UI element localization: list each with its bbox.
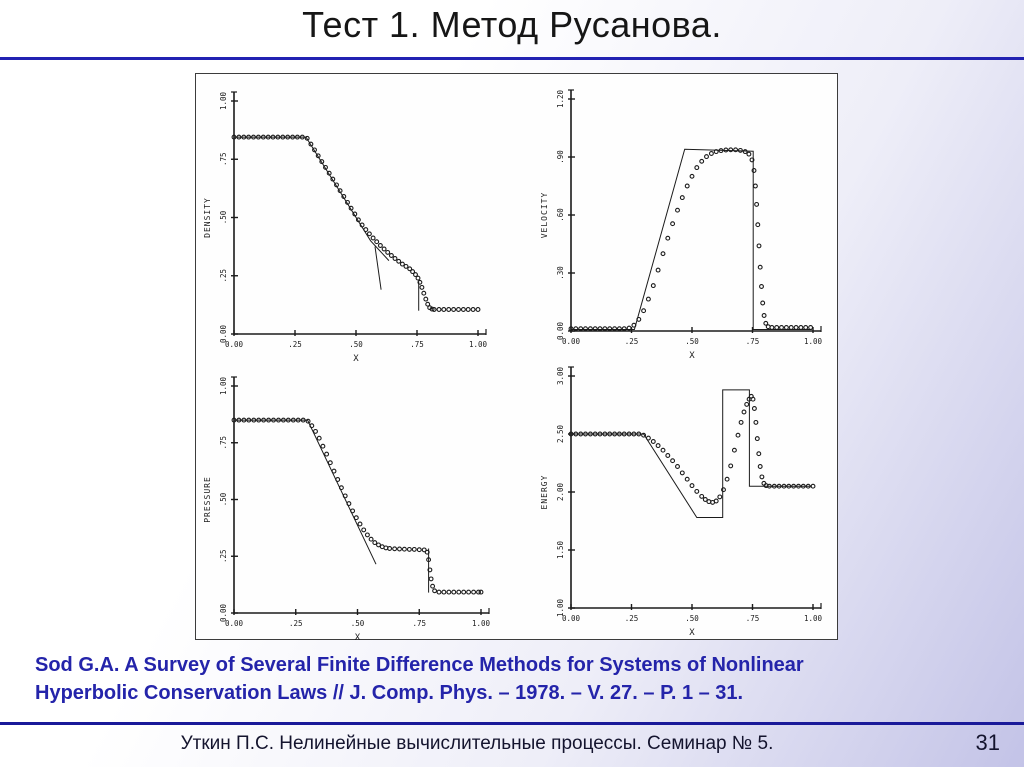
svg-text:2.50: 2.50 <box>556 424 565 443</box>
sod-plots-svg: 1.00.75.50.250.000.00.25.50.75 1.00DENSIT… <box>203 89 823 641</box>
svg-text:.25: .25 <box>219 269 228 283</box>
svg-text:0.00: 0.00 <box>556 321 565 340</box>
svg-text:.25: .25 <box>625 337 639 346</box>
svg-text:1.20: 1.20 <box>556 89 565 108</box>
svg-text:.50: .50 <box>349 340 363 349</box>
svg-text:.25: .25 <box>625 614 639 623</box>
svg-text:.50: .50 <box>685 337 699 346</box>
svg-text:0.00: 0.00 <box>225 619 244 628</box>
svg-text:.50: .50 <box>219 210 228 224</box>
svg-text:3.00: 3.00 <box>556 366 565 385</box>
density-x-axis-label: X <box>353 354 359 364</box>
svg-text:.75: .75 <box>219 152 228 166</box>
citation-line-1: Sod G.A. A Survey of Several Finite Diff… <box>35 654 804 676</box>
page-number: 31 <box>975 730 1000 755</box>
svg-text:2.00: 2.00 <box>556 482 565 501</box>
title-divider-line <box>0 57 1024 60</box>
svg-text:1.50: 1.50 <box>556 540 565 559</box>
svg-text:.25: .25 <box>289 619 303 628</box>
svg-text:.50: .50 <box>351 619 365 628</box>
energy-y-axis-label: ENERGY <box>540 475 549 510</box>
svg-text:1.00: 1.00 <box>804 614 823 623</box>
svg-text:.90: .90 <box>556 150 565 164</box>
svg-text:0.00: 0.00 <box>225 340 244 349</box>
svg-text:.75: .75 <box>412 619 426 628</box>
svg-text:1.00: 1.00 <box>219 91 228 110</box>
svg-text:1.00: 1.00 <box>804 337 823 346</box>
energy-x-axis-label: X <box>689 628 695 638</box>
svg-text:0.00: 0.00 <box>219 603 228 622</box>
subplot-velocity: 1.20 .90 .60 .30 0.000.00 .25 .50 .75 1.00 VELOCI… <box>540 89 823 361</box>
footer-divider-line <box>0 722 1024 725</box>
svg-text:0.00: 0.00 <box>562 614 581 623</box>
svg-text:.75: .75 <box>410 340 424 349</box>
svg-text:.30: .30 <box>556 266 565 280</box>
subplot-energy: 3.002.502.001.501.000.00.25.50.75 1.00ENE… <box>540 366 823 638</box>
svg-text:.75: .75 <box>746 337 760 346</box>
citation-line-2: Hyperbolic Conservation Laws // J. Comp.… <box>35 682 744 704</box>
svg-text:.50: .50 <box>685 614 699 623</box>
subplot-pressure: 1.00 .75 .50 .25 0.000.00 .25 .50 .75 1.00 PRESSU… <box>203 376 491 641</box>
svg-text:1.00: 1.00 <box>556 598 565 617</box>
svg-text:.60: .60 <box>556 208 565 222</box>
pressure-x-axis-label: X <box>355 633 361 641</box>
svg-text:0.00: 0.00 <box>219 324 228 343</box>
svg-text:.75: .75 <box>746 614 760 623</box>
svg-text:.25: .25 <box>288 340 302 349</box>
svg-text:1.00: 1.00 <box>219 376 228 395</box>
svg-text:1.00: 1.00 <box>469 340 488 349</box>
footer-text: Уткин П.С. Нелинейные вычислительные про… <box>180 733 774 754</box>
page-title: Тест 1. Метод Русанова. <box>302 4 722 45</box>
svg-text:1.00: 1.00 <box>472 619 491 628</box>
svg-text:.75: .75 <box>219 436 228 450</box>
figure-image: 1.00.75.50.25 0.00 0.00.25.50.75 1.00 DENSIT… <box>195 73 838 641</box>
velocity-y-axis-label: VELOCITY <box>540 192 549 239</box>
svg-text:.50: .50 <box>219 492 228 506</box>
svg-text:0.00: 0.00 <box>562 337 581 346</box>
density-y-axis-label: DENSITY <box>203 197 212 238</box>
citation-text: Sod G.A. A Survey of Several Finite Diff… <box>35 651 935 707</box>
subplot-density: 1.00 .75 .50 .25 0.000.00 .25 .50 .75 1.00 DENSIT… <box>203 91 488 364</box>
pressure-y-axis-label: PRESSURE <box>203 476 212 523</box>
velocity-x-axis-label: X <box>689 351 695 361</box>
svg-text:.25: .25 <box>219 549 228 563</box>
